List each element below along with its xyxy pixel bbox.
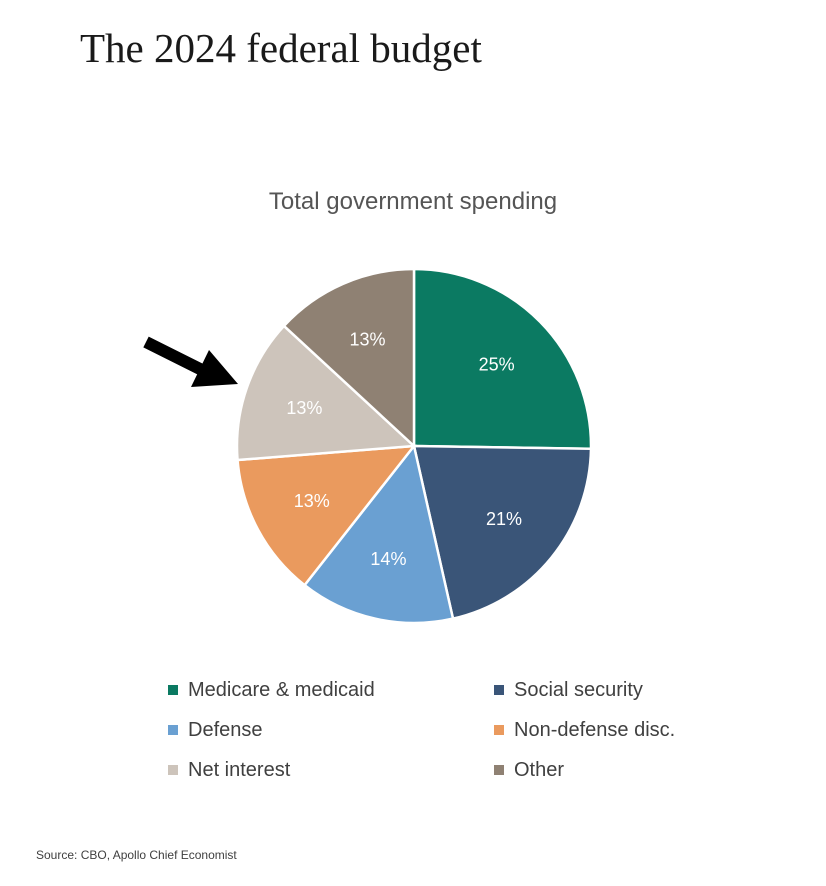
pie-slice: [235, 324, 417, 462]
legend-swatch: [494, 725, 504, 735]
slice-value-label: 14%: [370, 549, 406, 569]
annotation-arrow-icon: [143, 336, 238, 387]
legend-label: Defense: [188, 718, 263, 741]
legend-item: Defense: [168, 716, 494, 744]
legend-item: Medicare & medicaid: [168, 676, 494, 704]
pie-chart: 25% 21% 14% 13% 13% 13%: [143, 267, 593, 625]
legend-label: Net interest: [188, 758, 291, 781]
legend-item: Net interest: [168, 756, 494, 784]
slice-value-label: 25%: [479, 355, 515, 375]
legend-swatch: [168, 765, 178, 775]
pie-slice: [412, 267, 593, 451]
page-title: The 2024 federal budget: [80, 25, 482, 71]
pie-slice: [282, 267, 416, 449]
legend-label: Other: [514, 758, 565, 781]
slice-value-label: 21%: [486, 509, 522, 529]
legend-item: Social security: [494, 676, 728, 704]
pie-slices: [235, 267, 593, 625]
legend-swatch: [494, 685, 504, 695]
legend-swatch: [168, 725, 178, 735]
legend-swatch: [168, 685, 178, 695]
pie-slice: [412, 444, 593, 621]
legend: Medicare & medicaid Social security Defe…: [168, 676, 728, 784]
slice-value-label: 13%: [349, 330, 385, 350]
legend-swatch: [494, 765, 504, 775]
legend-label: Non-defense disc.: [514, 718, 676, 741]
pie-slice: [302, 443, 455, 625]
slice-value-label: 13%: [294, 491, 330, 511]
slice-value-label: 13%: [286, 398, 322, 418]
legend-label: Social security: [514, 678, 643, 701]
legend-label: Medicare & medicaid: [188, 678, 375, 701]
chart-title: Total government spending: [268, 188, 558, 215]
legend-item: Non-defense disc.: [494, 716, 728, 744]
source-note: Source: CBO, Apollo Chief Economist: [36, 848, 237, 862]
pie-slice: [236, 444, 417, 587]
legend-item: Other: [494, 756, 728, 784]
pie-labels: 25% 21% 14% 13% 13% 13%: [286, 330, 522, 569]
